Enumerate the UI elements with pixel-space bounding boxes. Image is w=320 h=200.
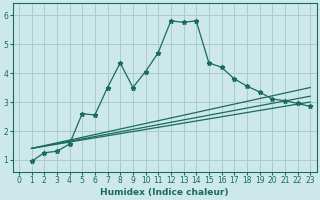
X-axis label: Humidex (Indice chaleur): Humidex (Indice chaleur) — [100, 188, 229, 197]
